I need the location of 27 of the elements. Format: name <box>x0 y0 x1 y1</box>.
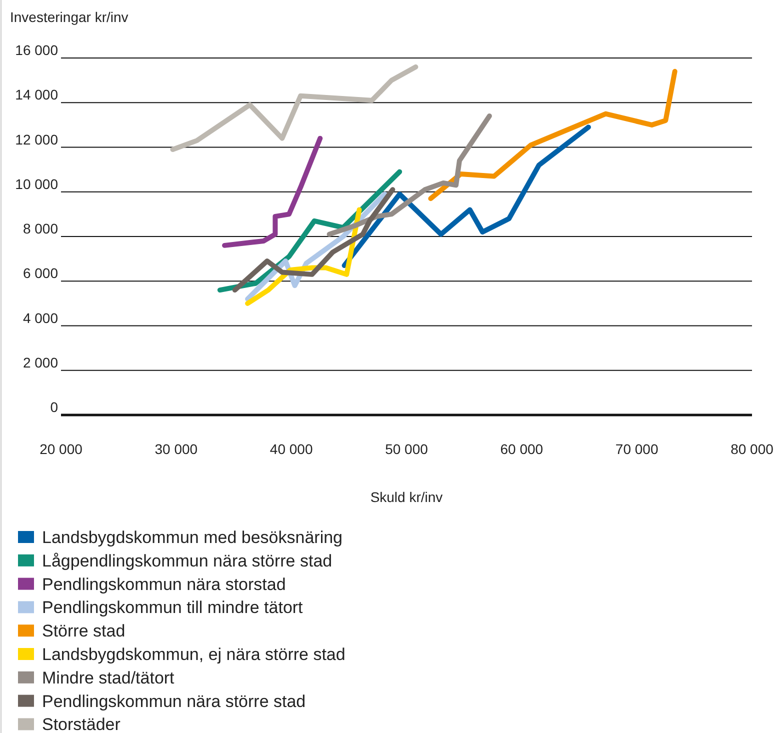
legend-label: Större stad <box>42 622 126 641</box>
x-tick-label: 50 000 <box>385 441 428 457</box>
y-tick-label: 6 000 <box>22 265 58 282</box>
x-tick-label: 70 000 <box>615 441 658 457</box>
y-axis-title: Investeringar kr/inv <box>10 9 128 25</box>
x-axis-title: Skuld kr/inv <box>370 489 443 505</box>
legend-label: Landsbygdskommun med besöksnäring <box>42 528 343 547</box>
y-tick-label: 0 <box>50 399 58 415</box>
y-tick-label: 2 000 <box>22 354 58 370</box>
legend-label: Pendlingskommun till mindre tätort <box>42 598 304 618</box>
x-tick-label: 60 000 <box>500 441 544 457</box>
legend-label: Pendlingskommun nära större stad <box>42 692 306 711</box>
x-tick-label: 30 000 <box>154 441 198 457</box>
x-tick-label: 20 000 <box>40 441 83 457</box>
y-tick-label: 12 000 <box>15 131 58 148</box>
x-tick-label: 40 000 <box>270 441 313 457</box>
legend-label: Mindre stad/tätort <box>42 668 175 688</box>
y-tick-label: 4 000 <box>22 310 58 326</box>
legend-label: Storstäder <box>42 715 121 733</box>
x-tick-label: 80 000 <box>730 441 774 457</box>
y-tick-label: 14 000 <box>15 86 58 103</box>
legend-label: Lågpendlingskommun nära större stad <box>42 551 332 570</box>
legend-label: Pendlingskommun nära storstad <box>42 574 286 594</box>
y-tick-label: 16 000 <box>15 42 58 58</box>
y-tick-label: 8 000 <box>22 220 58 236</box>
legend-label: Landsbygdskommun, ej nära större stad <box>42 645 346 664</box>
y-tick-label: 10 000 <box>15 176 58 192</box>
